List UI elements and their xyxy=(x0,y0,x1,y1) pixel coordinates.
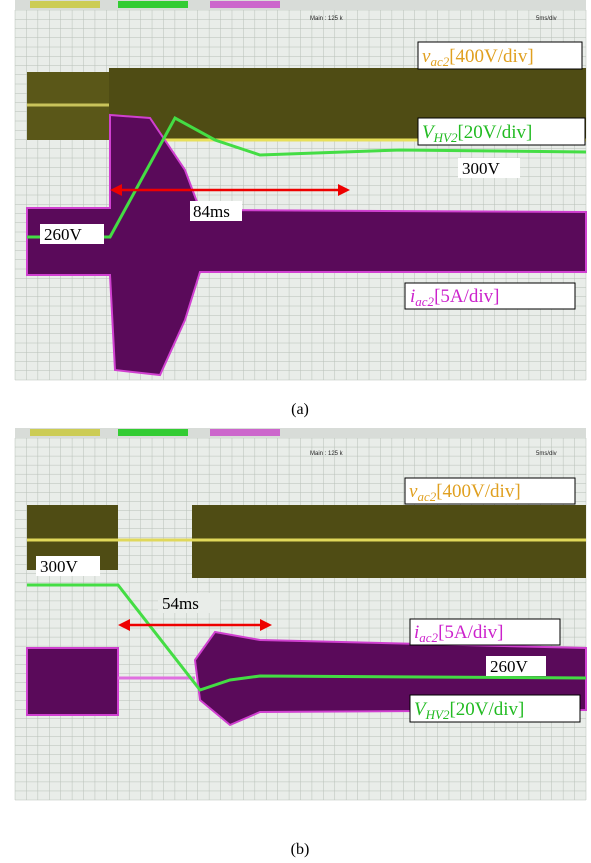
caption: (b) xyxy=(291,841,310,858)
low-voltage: 260V xyxy=(490,657,529,676)
main-rate: Main : 125 k xyxy=(310,16,344,22)
figure: Main : 125 k 5ms/div vac2[400V/div] VHV2… xyxy=(0,0,591,863)
timebase: 5ms/div xyxy=(536,451,557,457)
ch2-badge xyxy=(118,429,188,436)
high-voltage: 300V xyxy=(40,557,79,576)
scope-b: Main : 125 k 5ms/div vac2[400V/div] iac2… xyxy=(15,428,586,800)
duration: 84ms xyxy=(193,202,230,221)
ch3-badge xyxy=(210,1,280,8)
ch2-badge xyxy=(118,1,188,8)
timebase: 5ms/div xyxy=(536,16,557,22)
ch1-badge xyxy=(30,429,100,436)
caption: (a) xyxy=(291,401,309,418)
main-rate: Main : 125 k xyxy=(310,451,344,457)
high-voltage: 300V xyxy=(462,159,501,178)
duration: 54ms xyxy=(162,594,199,613)
ch1-badge xyxy=(30,1,100,8)
iac-wave xyxy=(27,648,118,715)
header-bar xyxy=(15,428,586,438)
ch3-badge xyxy=(210,429,280,436)
scope-a: Main : 125 k 5ms/div vac2[400V/div] VHV2… xyxy=(15,0,586,380)
header-bar xyxy=(15,0,586,10)
low-voltage: 260V xyxy=(44,225,83,244)
